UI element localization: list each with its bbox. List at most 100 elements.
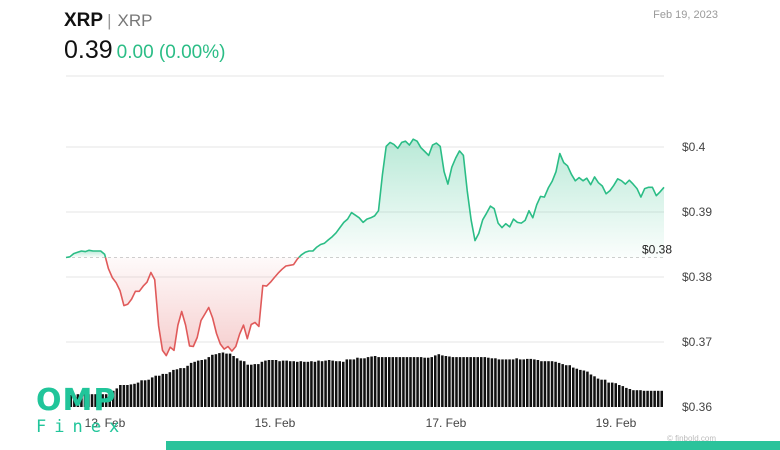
volume-bar	[628, 389, 632, 407]
volume-bar	[235, 358, 239, 407]
volume-bar	[575, 368, 579, 407]
volume-bar	[518, 359, 522, 407]
volume-bar	[154, 375, 157, 407]
x-tick-label: 19. Feb	[596, 416, 637, 430]
volume-bar	[352, 359, 356, 407]
volume-bar	[540, 361, 543, 407]
volume-bar	[281, 360, 285, 407]
volume-bar	[292, 361, 295, 407]
volume-bar	[469, 357, 472, 407]
volume-bar	[494, 358, 497, 407]
volume-bar	[423, 357, 426, 407]
y-tick-label: $0.4	[682, 140, 706, 154]
volume-bar	[356, 357, 359, 407]
volume-bar	[653, 390, 656, 407]
volume-bar	[554, 361, 557, 407]
volume-bar	[398, 357, 402, 407]
volume-bar	[306, 361, 310, 407]
price-change: 0.00 (0.00%)	[116, 42, 226, 63]
volume-bar	[483, 357, 487, 407]
volume-bar	[168, 372, 172, 407]
volume-bar	[147, 379, 150, 407]
price-line-up	[65, 249, 107, 259]
y-tick-label: $0.39	[682, 205, 712, 219]
volume-bar	[274, 360, 278, 407]
volume-bar	[508, 359, 511, 407]
volume-bar	[225, 353, 228, 407]
area-fills	[66, 139, 664, 356]
volume-bar	[317, 360, 320, 407]
volume-bar	[596, 378, 600, 407]
volume-bar	[635, 390, 639, 407]
y-tick-label: $0.37	[682, 335, 712, 349]
volume-bar	[94, 394, 97, 407]
volume-bar	[150, 377, 154, 407]
volume-bar	[522, 359, 525, 407]
volume-bar	[476, 357, 479, 407]
volume-bar	[331, 360, 334, 407]
volume-bar	[536, 360, 540, 407]
volume-bar	[416, 357, 419, 407]
volume-bar	[625, 387, 628, 407]
volume-bar	[451, 357, 455, 407]
volume-bar	[257, 364, 260, 407]
y-tick-label: $0.36	[682, 400, 712, 414]
volume-bar	[533, 359, 536, 407]
volume-bar	[108, 392, 111, 407]
volume-bar	[395, 357, 398, 407]
volume-bar	[76, 394, 80, 407]
volume-bar	[87, 394, 90, 407]
volume-bar	[639, 390, 642, 407]
volume-bar	[543, 361, 547, 407]
asset-symbol: XRP	[64, 10, 104, 31]
chart-date: Feb 19, 2023	[653, 9, 718, 21]
volume-bar	[161, 373, 165, 407]
volume-bar	[327, 360, 331, 407]
volume-bar	[246, 364, 249, 407]
source-credit: © finbold.com	[666, 434, 716, 443]
volume-bar	[112, 390, 115, 407]
brand-logo: OMP Finex	[36, 383, 127, 438]
volume-bar	[426, 357, 430, 407]
volume-bar	[211, 354, 214, 407]
price-lines	[65, 138, 665, 357]
volume-bar	[660, 390, 663, 407]
x-tick-label: 17. Feb	[426, 416, 467, 430]
volume-bar	[610, 382, 614, 407]
volume-bar	[444, 356, 448, 407]
volume-bar	[564, 365, 568, 407]
volume-bar	[632, 390, 635, 407]
volume-bar	[437, 354, 441, 407]
volume-bar	[561, 364, 564, 407]
volume-bar	[409, 357, 412, 407]
volume-bar	[618, 385, 621, 407]
volume-bar	[384, 357, 387, 407]
x-tick-label: 15. Feb	[255, 416, 296, 430]
volume-bar	[550, 361, 554, 407]
volume-bar	[221, 352, 225, 407]
volume-bar	[402, 357, 405, 407]
logo-wordmark: OMP	[36, 383, 117, 418]
volume-bar	[391, 357, 395, 407]
volume-bar	[465, 357, 469, 407]
volume-bar	[179, 368, 182, 407]
volume-bar	[359, 358, 363, 407]
volume-bar	[296, 361, 299, 407]
area-fill-up	[66, 250, 106, 258]
area-fill-up	[298, 139, 664, 258]
y-tick-label: $0.38	[682, 270, 712, 284]
volume-bar	[504, 359, 508, 407]
volume-bar	[589, 374, 593, 407]
volume-bar	[204, 359, 207, 407]
volume-bar	[380, 357, 384, 407]
volume-bar	[557, 362, 561, 407]
volume-bar	[239, 360, 242, 407]
volume-bar	[349, 359, 352, 407]
volume-bar	[267, 360, 271, 407]
volume-bar	[582, 370, 586, 407]
volume-bar	[458, 357, 462, 407]
volume-bar	[614, 383, 617, 407]
asset-title: XRP | XRP	[64, 10, 152, 32]
volume-bar	[133, 383, 136, 407]
